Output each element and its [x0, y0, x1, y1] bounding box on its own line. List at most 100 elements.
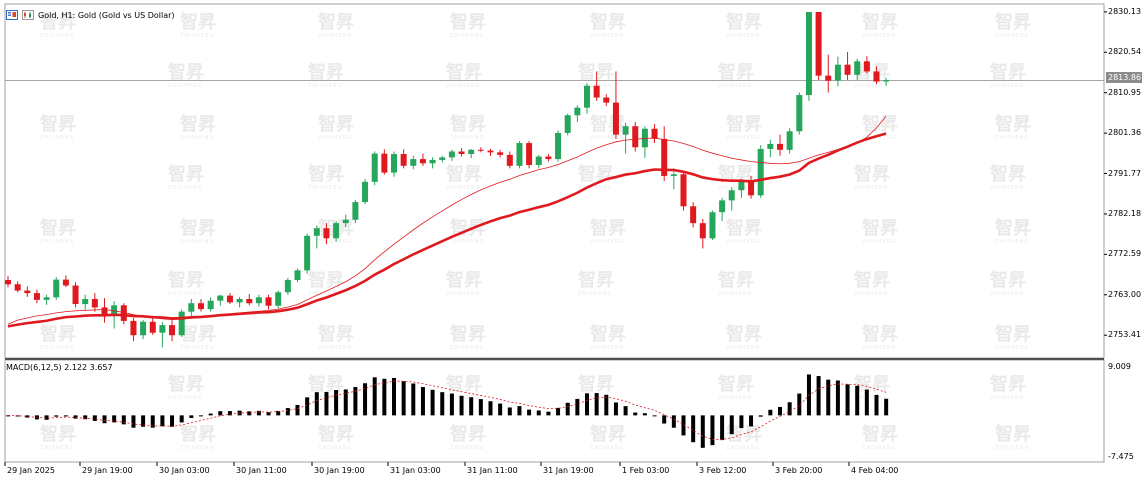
candle-body[interactable]: [661, 138, 668, 176]
candle-body[interactable]: [246, 299, 253, 304]
candle-body[interactable]: [410, 159, 417, 166]
candle-body[interactable]: [149, 321, 156, 333]
candle-body[interactable]: [255, 297, 262, 304]
candle-body[interactable]: [91, 299, 98, 308]
candle-body[interactable]: [53, 279, 60, 298]
candle-body[interactable]: [584, 85, 590, 108]
candle-body[interactable]: [815, 12, 822, 76]
candle-body[interactable]: [159, 325, 166, 333]
candle-body[interactable]: [748, 181, 755, 196]
candle-body[interactable]: [854, 61, 861, 75]
candle-body[interactable]: [101, 307, 108, 316]
candle-body[interactable]: [448, 151, 455, 158]
candle-body[interactable]: [188, 303, 195, 312]
candle-body[interactable]: [371, 153, 378, 182]
candle-body[interactable]: [719, 200, 726, 213]
candle-body[interactable]: [304, 235, 311, 271]
candle-body[interactable]: [564, 115, 571, 133]
candle-body[interactable]: [43, 297, 50, 300]
candle-body[interactable]: [236, 299, 243, 303]
candle-body[interactable]: [883, 80, 890, 82]
candle-body[interactable]: [516, 143, 523, 166]
candle-body[interactable]: [198, 303, 204, 310]
candle-body[interactable]: [497, 152, 504, 155]
candle-body[interactable]: [612, 102, 619, 135]
candle-body[interactable]: [381, 153, 388, 173]
candle-body[interactable]: [699, 223, 706, 239]
candle-body[interactable]: [72, 285, 79, 305]
candle-body[interactable]: [728, 190, 735, 201]
candle-body[interactable]: [323, 228, 330, 239]
candle-body[interactable]: [863, 61, 870, 72]
candle-body[interactable]: [468, 149, 475, 155]
candle-body[interactable]: [506, 154, 513, 166]
candle-body[interactable]: [805, 12, 812, 96]
candle-body[interactable]: [130, 320, 137, 336]
candle-body[interactable]: [284, 280, 291, 293]
candle-body[interactable]: [429, 159, 436, 164]
candle-body[interactable]: [593, 85, 600, 98]
candle-body[interactable]: [207, 300, 214, 310]
candle-body[interactable]: [834, 64, 841, 81]
candle-body[interactable]: [82, 299, 89, 305]
candle-body[interactable]: [362, 181, 369, 203]
candle-body[interactable]: [786, 131, 793, 150]
candle-body[interactable]: [526, 143, 533, 165]
candle-body[interactable]: [391, 154, 397, 173]
candle-body[interactable]: [5, 280, 11, 285]
candle-body[interactable]: [574, 107, 581, 116]
candle-body[interactable]: [33, 293, 40, 300]
candle-body[interactable]: [62, 279, 69, 286]
candle-body[interactable]: [603, 97, 610, 103]
candle-body[interactable]: [555, 132, 562, 160]
candle-body[interactable]: [120, 305, 127, 321]
candle-body[interactable]: [632, 126, 639, 148]
candle-body[interactable]: [680, 174, 687, 207]
candle-body[interactable]: [333, 223, 340, 239]
candle-body[interactable]: [545, 156, 552, 160]
candle-body[interactable]: [757, 148, 764, 196]
watermark-subtext: ZHISHENG: [854, 395, 888, 401]
ma-slow-line[interactable]: [7, 132, 887, 328]
candle-body[interactable]: [140, 321, 147, 336]
candle-body[interactable]: [352, 202, 359, 220]
candle-body[interactable]: [477, 149, 484, 151]
candle-body[interactable]: [690, 206, 697, 224]
candle-body[interactable]: [641, 128, 648, 148]
candle-body[interactable]: [844, 64, 851, 75]
candle-body[interactable]: [24, 290, 31, 294]
candle-body[interactable]: [419, 159, 426, 164]
macd-bar: [613, 402, 618, 416]
macd-bar: [83, 415, 88, 420]
candle-body[interactable]: [651, 128, 658, 139]
candle-body[interactable]: [14, 284, 21, 291]
candle-body[interactable]: [458, 151, 465, 155]
candle-body[interactable]: [738, 181, 745, 191]
candle-body[interactable]: [622, 126, 629, 135]
candle-body[interactable]: [487, 150, 494, 153]
macd-bar: [63, 415, 68, 417]
candle-body[interactable]: [265, 297, 272, 306]
candle-body[interactable]: [670, 174, 677, 176]
candle-body[interactable]: [535, 156, 542, 165]
candle-body[interactable]: [400, 154, 407, 166]
candle-body[interactable]: [294, 270, 301, 281]
candle-body[interactable]: [439, 157, 446, 160]
candle-body[interactable]: [767, 143, 774, 149]
candle-body[interactable]: [313, 228, 320, 236]
candle-body[interactable]: [825, 75, 832, 81]
candle-body[interactable]: [342, 219, 349, 224]
candle-body[interactable]: [709, 212, 716, 239]
candle-body[interactable]: [873, 71, 880, 82]
candle-body[interactable]: [796, 95, 803, 132]
candle-body[interactable]: [275, 292, 282, 306]
candle-body[interactable]: [169, 325, 176, 336]
candle-body[interactable]: [217, 295, 224, 301]
candle-body[interactable]: [226, 295, 233, 303]
candle-body[interactable]: [178, 311, 185, 336]
candle-body[interactable]: [777, 143, 783, 150]
